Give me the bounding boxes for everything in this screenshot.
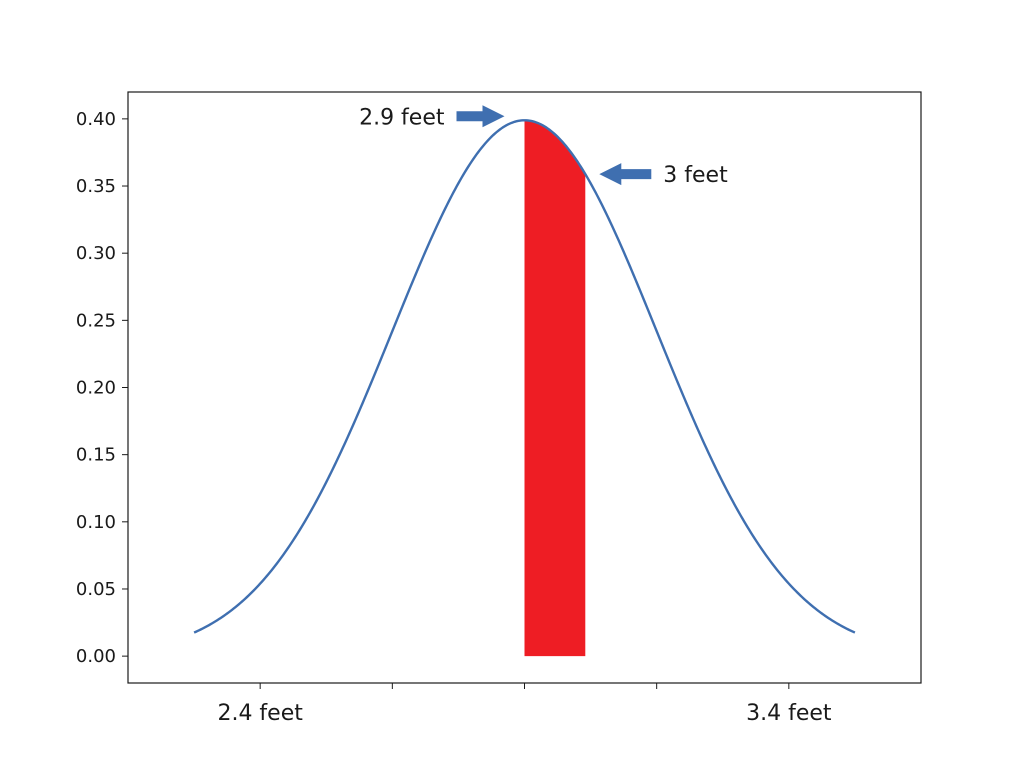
y-tick-label: 0.25: [76, 310, 116, 331]
shaded-region: [524, 120, 586, 657]
y-tick-label: 0.05: [76, 579, 116, 600]
x-tick-label: 2.4 feet: [217, 701, 303, 726]
annotation-label: 2.9 feet: [359, 105, 445, 130]
y-tick-label: 0.00: [76, 646, 116, 667]
y-tick-label: 0.20: [76, 378, 116, 399]
y-tick-label: 0.30: [76, 243, 116, 264]
y-tick-label: 0.40: [76, 109, 116, 130]
y-tick-label: 0.10: [76, 512, 116, 533]
annotation-label: 3 feet: [663, 163, 728, 188]
annotation-arrow: [456, 105, 505, 128]
x-tick-label: 3.4 feet: [746, 701, 832, 726]
annotation-arrow: [599, 163, 652, 186]
y-tick-label: 0.15: [76, 445, 116, 466]
series-line: [193, 119, 856, 634]
y-tick-label: 0.35: [76, 176, 116, 197]
